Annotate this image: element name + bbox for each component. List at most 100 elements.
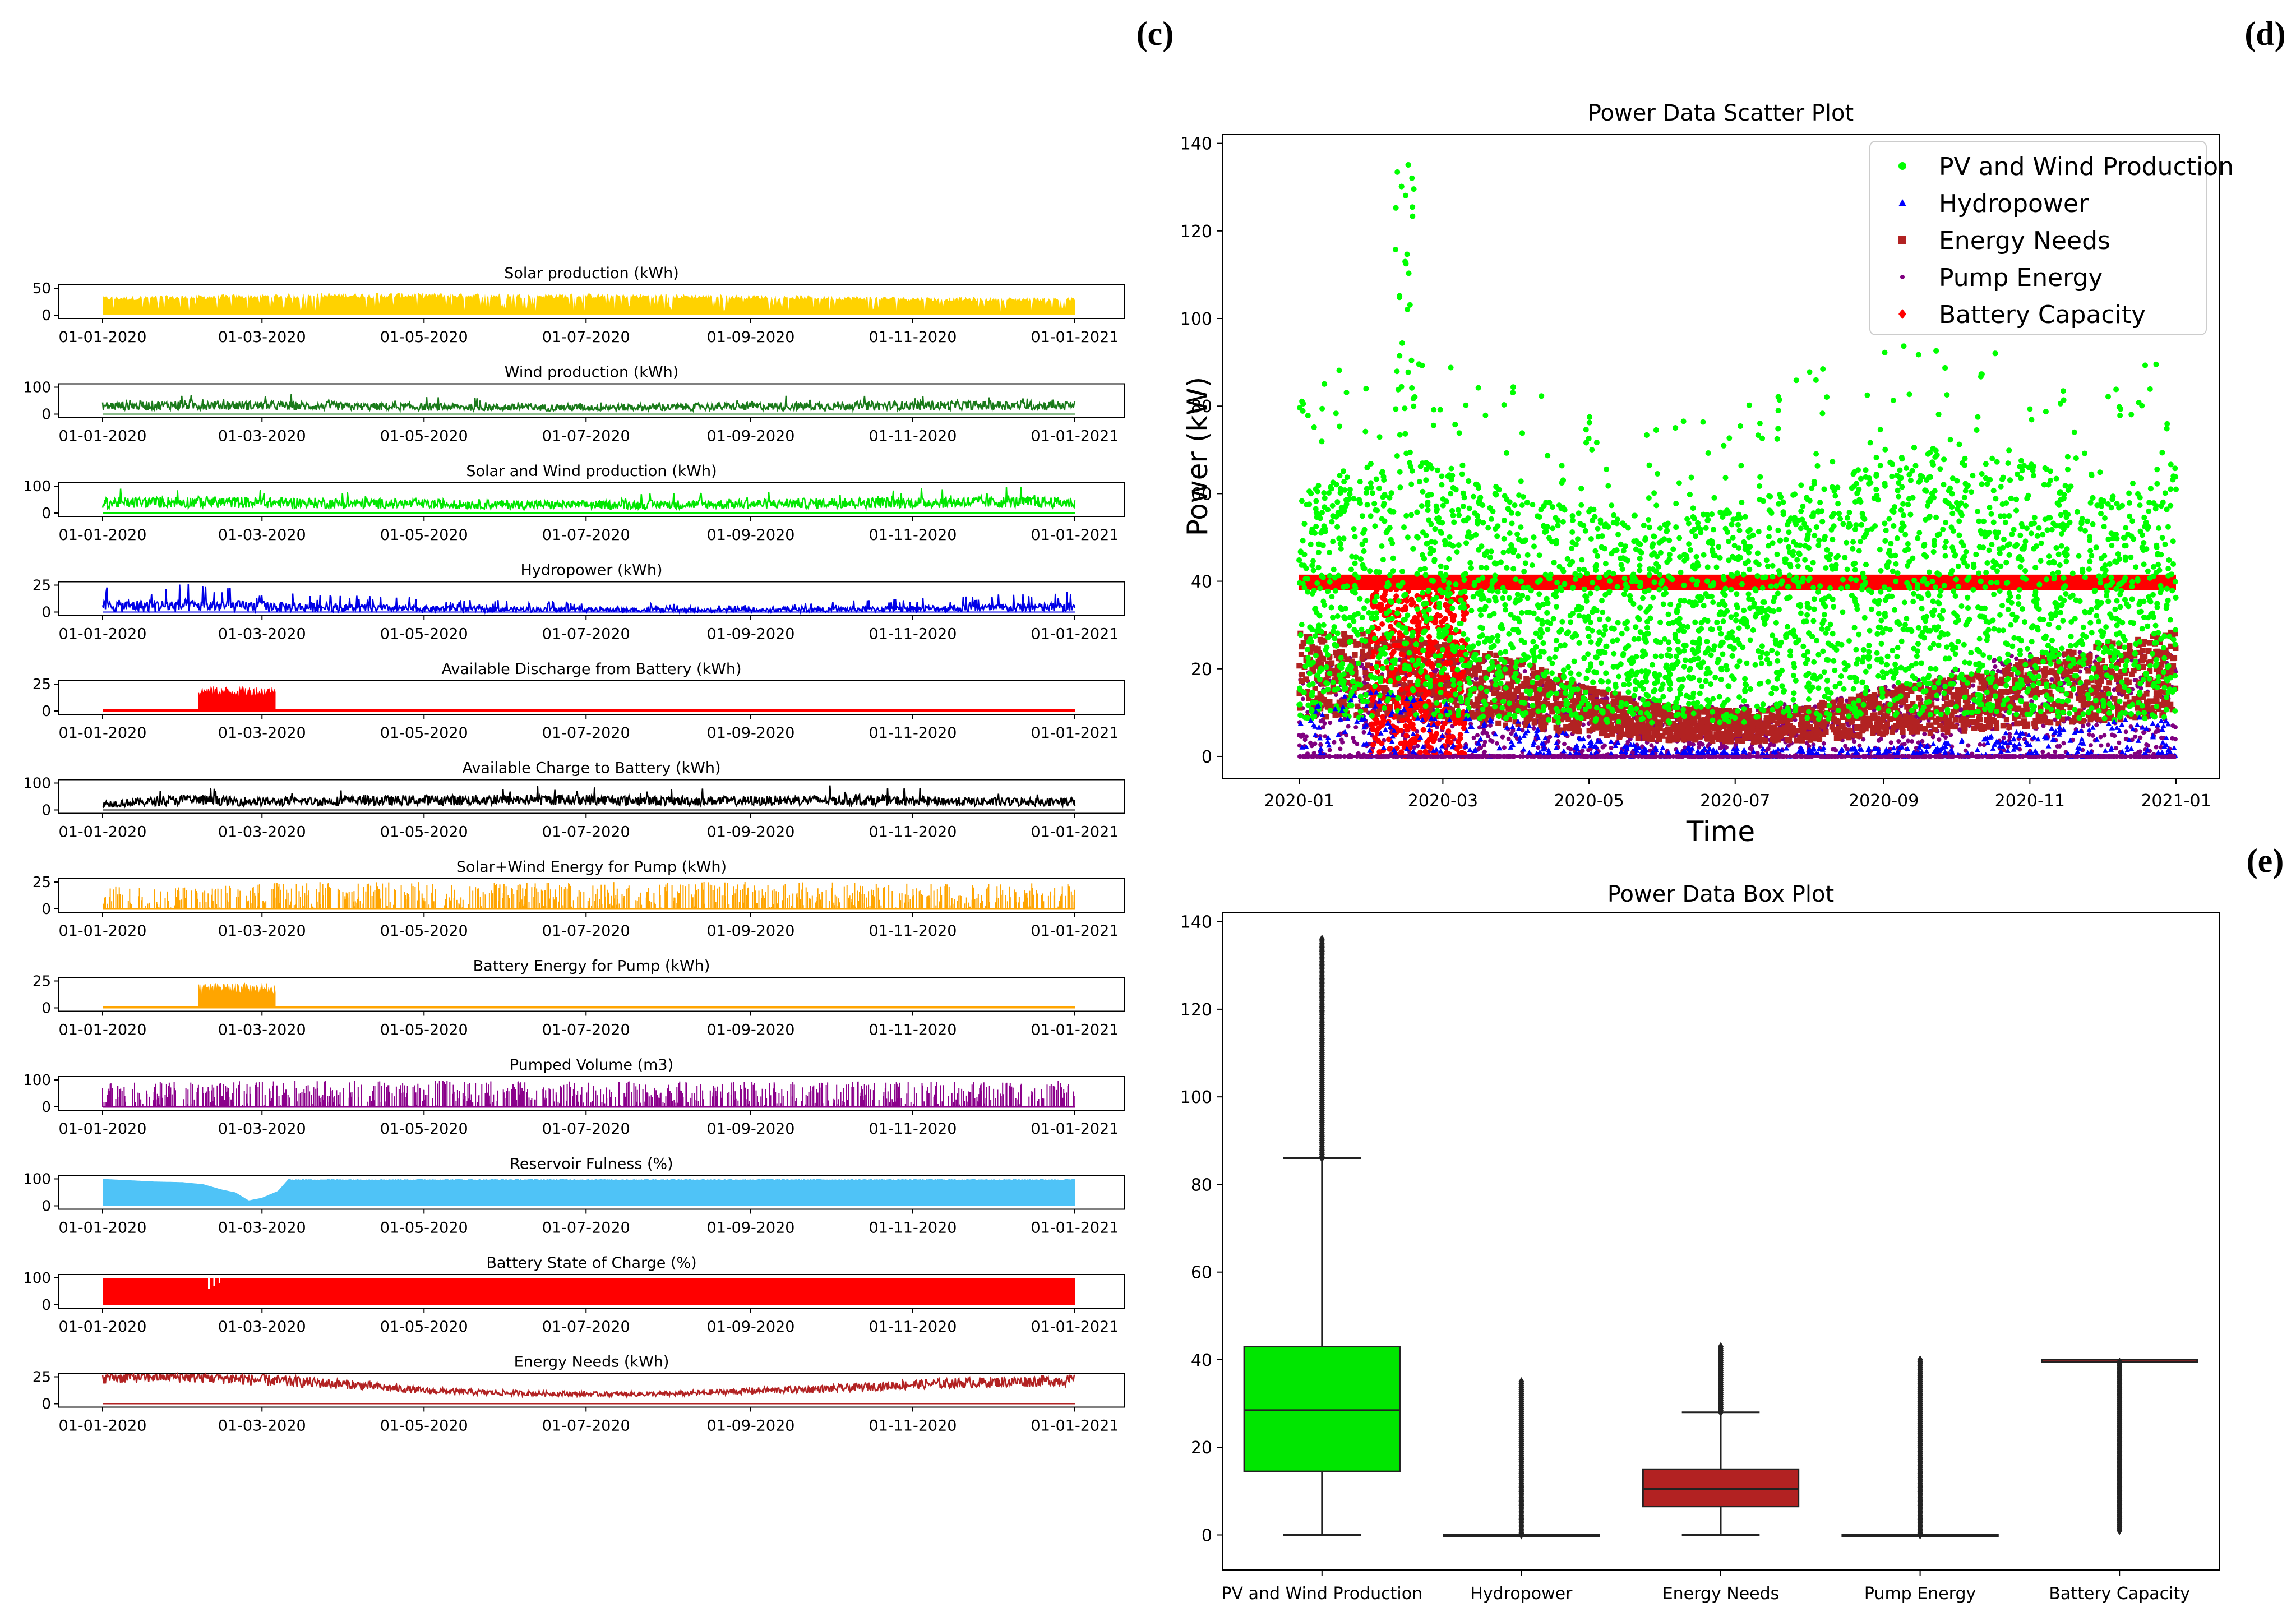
pump-point [2057, 744, 2062, 749]
timeseries-sw_pump: Solar+Wind Energy for Pump (kWh)02501-01… [33, 858, 1125, 940]
pump-point [1910, 739, 1914, 744]
x-tick-label: 01-01-2021 [1031, 724, 1119, 742]
needs-point [1352, 652, 1358, 658]
pump-point [2006, 744, 2011, 749]
y-tick-label: 0 [41, 1099, 51, 1116]
x-tick-label: 01-03-2020 [218, 922, 306, 940]
pump-point [1943, 735, 1948, 740]
pump-point [2156, 728, 2161, 733]
needs-point [2071, 649, 2077, 655]
x-tick-label: 01-11-2020 [869, 1120, 957, 1138]
pump-point [1346, 724, 1351, 729]
timeseries-title: Reservoir Fulness (%) [510, 1156, 673, 1173]
x-tick-label: 01-09-2020 [707, 824, 795, 841]
needs-point [2021, 718, 2027, 724]
pump-point [2132, 678, 2137, 683]
y-tick-label: 0 [41, 703, 51, 720]
series-line [101, 394, 1076, 413]
needs-point [1952, 724, 1958, 730]
needs-point [1531, 670, 1537, 676]
pump-point [1471, 735, 1476, 740]
x-tick-label: 01-07-2020 [542, 824, 630, 841]
needs-point [1877, 718, 1883, 724]
needs-point [1800, 731, 1805, 737]
pump-point [1355, 741, 1360, 746]
series-pumped [102, 1081, 1075, 1108]
needs-point [2069, 719, 2075, 725]
x-tick-label: 01-07-2020 [542, 428, 630, 445]
needs-point [2041, 714, 2048, 721]
needs-point [1473, 701, 1480, 708]
battery-point [1370, 742, 1376, 747]
pump-point [1415, 744, 1420, 749]
pump-point [1297, 743, 1302, 748]
needs-point [2141, 656, 2147, 662]
pump-point [2040, 749, 2045, 754]
x-tick-label: 01-09-2020 [707, 1318, 795, 1336]
needs-point [1767, 717, 1773, 723]
needs-point [1911, 718, 1917, 724]
needs-point [1329, 660, 1335, 666]
pump-point [1981, 742, 1987, 747]
needs-point [1856, 731, 1863, 737]
y-tick-label: 0 [41, 1000, 51, 1017]
pump-point [1697, 741, 1702, 746]
needs-point [1615, 714, 1621, 720]
pump-point [1580, 749, 1585, 754]
needs-point [1794, 737, 1800, 744]
needs-point [1871, 692, 1877, 698]
timeseries-discharge: Available Discharge from Battery (kWh)02… [33, 661, 1125, 742]
needs-point [1531, 719, 1537, 726]
needs-point [1978, 678, 1984, 685]
pump-point [1475, 733, 1480, 738]
needs-point [1831, 727, 1837, 733]
y-tick-label: 0 [41, 505, 51, 522]
pump-point [2117, 740, 2122, 745]
needs-point [1699, 723, 1705, 729]
spikes [102, 1081, 1075, 1107]
y-tick-label: 80 [1191, 397, 1212, 417]
needs-point [1781, 725, 1787, 731]
needs-point [2093, 690, 2099, 696]
needs-point [2096, 681, 2103, 687]
pump-point [1930, 735, 1935, 740]
pump-point [1844, 698, 1849, 703]
pump-point [2123, 736, 2128, 741]
needs-point [2140, 648, 2146, 654]
needs-point [1299, 678, 1305, 684]
needs-point [1360, 653, 1366, 659]
pump-point [1520, 728, 1525, 733]
needs-point [1948, 699, 1955, 705]
pump-point [1992, 658, 1997, 663]
pump-point [1900, 734, 1905, 739]
needs-point [2154, 648, 2160, 654]
y-tick-label: 0 [41, 1396, 51, 1413]
needs-point [1680, 724, 1686, 730]
y-tick-label: 0 [41, 604, 51, 621]
needs-point [1821, 721, 1827, 727]
pump-point [1481, 728, 1486, 733]
needs-point [1908, 728, 1914, 735]
x-tick-label: 01-01-2020 [59, 922, 147, 940]
needs-point [1847, 728, 1853, 735]
x-tick-label: 2020-03 [1408, 791, 1478, 811]
needs-point [1755, 728, 1761, 735]
battery-point [1368, 581, 1374, 587]
pump-point [1586, 734, 1591, 739]
needs-point [1361, 643, 1368, 649]
pump-point [2061, 741, 2066, 746]
x-tick-label: 2020-01 [1264, 791, 1334, 811]
needs-point [1548, 703, 1554, 709]
needs-point [1720, 736, 1726, 742]
x-tick-label: 01-03-2020 [218, 1220, 306, 1237]
y-tick-label: 100 [23, 478, 51, 495]
pump-point [1311, 750, 1316, 755]
pump-point [2049, 677, 2054, 682]
pump-point [1488, 738, 1493, 743]
solar-area [103, 292, 1075, 315]
needs-point [1777, 717, 1783, 723]
